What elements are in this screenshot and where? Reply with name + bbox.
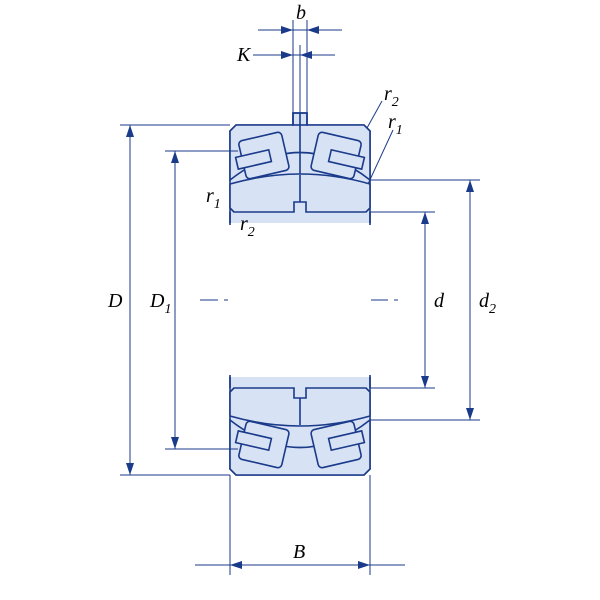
label-D: D bbox=[107, 290, 123, 312]
svg-text:r1: r1 bbox=[388, 111, 403, 138]
label-r1-top: r1 bbox=[368, 111, 403, 184]
bearing-cross-section-diagram: D D1 d d2 B bbox=[0, 0, 600, 600]
dim-B: B bbox=[195, 475, 405, 575]
label-D1: D1 bbox=[149, 290, 171, 317]
label-r1-left: r1 bbox=[206, 185, 221, 212]
label-B: B bbox=[293, 541, 305, 563]
svg-text:r1: r1 bbox=[206, 185, 221, 212]
dim-d2: d2 bbox=[370, 180, 496, 420]
label-d: d bbox=[434, 290, 445, 312]
label-b: b bbox=[296, 2, 306, 24]
label-K: K bbox=[236, 44, 252, 66]
label-d2: d2 bbox=[479, 290, 496, 317]
svg-text:r2: r2 bbox=[384, 83, 399, 110]
